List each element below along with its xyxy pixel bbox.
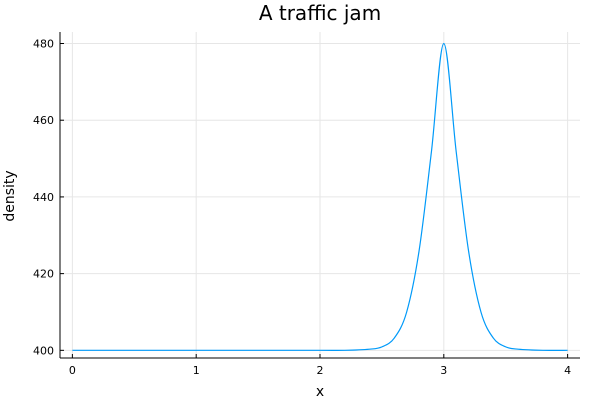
y-tick-label-3: 460 — [33, 114, 54, 127]
y-tick-label-4: 480 — [33, 38, 54, 51]
grid-lines — [60, 32, 580, 358]
x-tick-label-4: 4 — [564, 364, 571, 377]
x-tick-label-3: 3 — [440, 364, 447, 377]
x-axis-label: x — [316, 384, 324, 400]
y-tick-label-2: 440 — [33, 191, 54, 204]
x-tick-label-0: 0 — [69, 364, 76, 377]
x-tick-label-1: 1 — [193, 364, 200, 377]
y-tick-label-1: 420 — [33, 268, 54, 281]
series-line-0 — [72, 42, 568, 352]
x-tick-label-2: 2 — [317, 364, 324, 377]
series-layer — [72, 42, 568, 352]
tick-labels: 0 1 2 3 4 400 420 440 460 480 — [33, 38, 571, 377]
axes — [59, 32, 580, 359]
y-axis-label: density — [2, 170, 18, 221]
chart-title: A traffic jam — [259, 1, 381, 25]
y-tick-label-0: 400 — [33, 344, 54, 357]
